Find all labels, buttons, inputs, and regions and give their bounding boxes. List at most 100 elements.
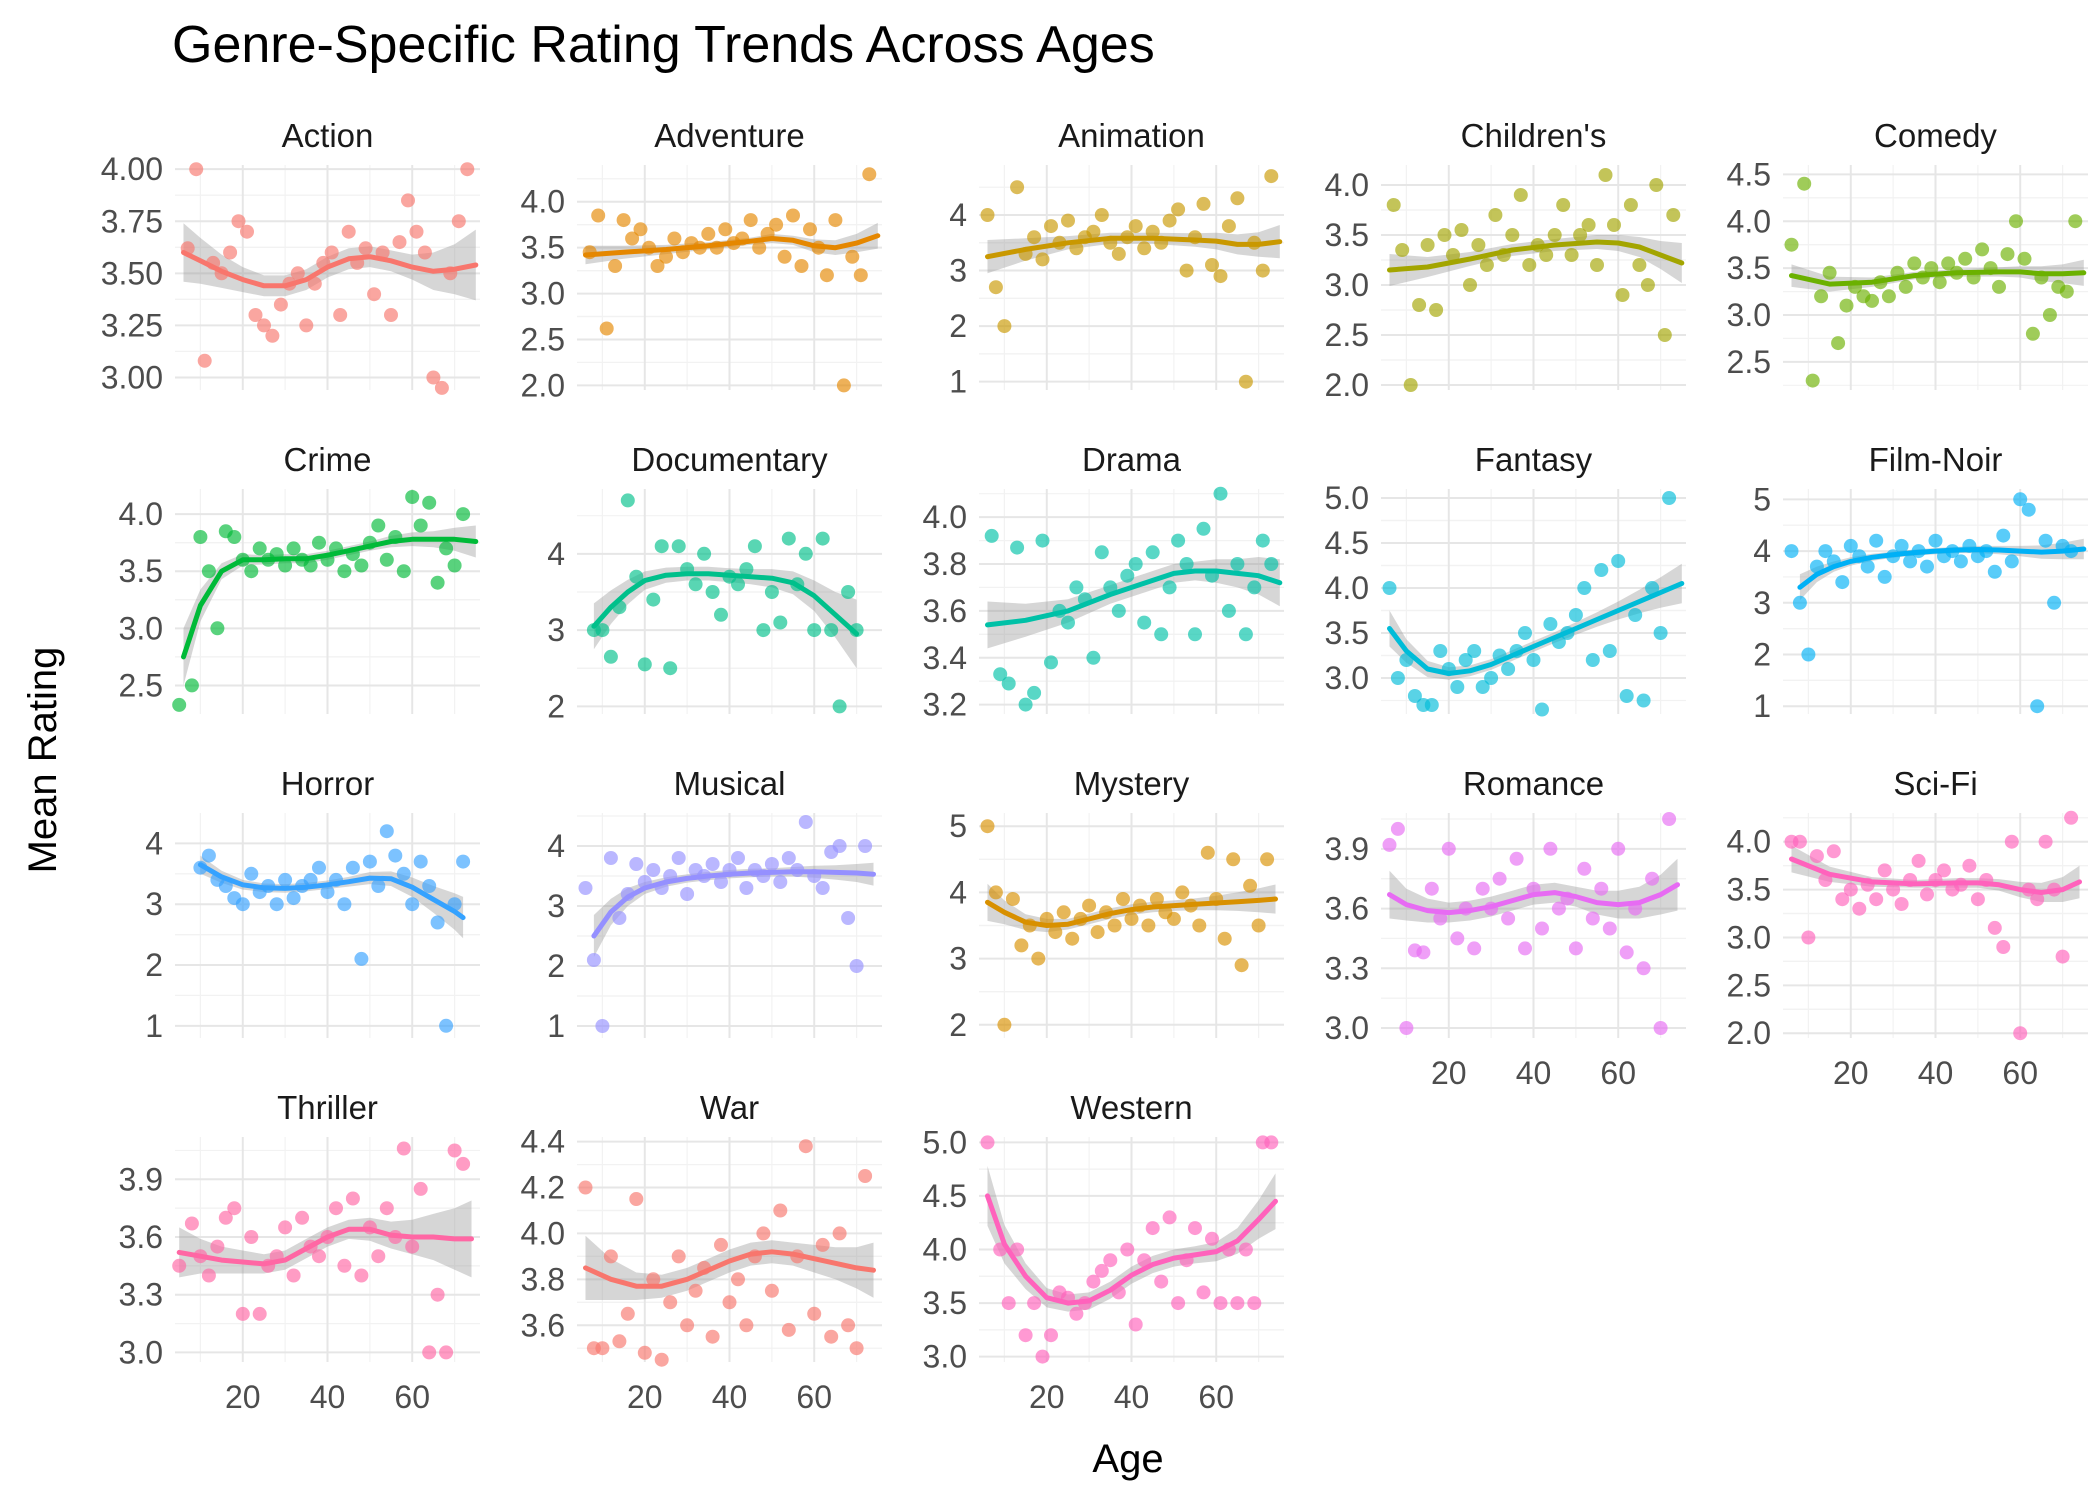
data-point: [629, 857, 644, 871]
y-tick-label: 3.0: [119, 1334, 163, 1370]
data-point: [1801, 647, 1816, 662]
data-point: [1996, 528, 2011, 543]
strip-label: Children's: [1461, 117, 1607, 154]
data-point: [1632, 258, 1647, 272]
data-point: [1653, 626, 1668, 640]
confidence-band: [1389, 563, 1682, 680]
data-point: [1437, 228, 1452, 242]
data-point: [980, 1135, 995, 1150]
trend-line: [583, 233, 881, 258]
data-point: [1111, 246, 1126, 261]
data-point: [312, 535, 326, 550]
data-point: [1120, 568, 1135, 583]
data-point: [1188, 1221, 1202, 1236]
data-point: [705, 585, 720, 599]
data-point: [201, 564, 216, 579]
data-point: [993, 667, 1008, 682]
data-point: [1264, 169, 1279, 184]
data-point: [747, 539, 762, 554]
data-point: [184, 678, 199, 693]
data-point: [667, 231, 682, 246]
data-point: [1814, 289, 1829, 304]
data-point: [646, 1272, 661, 1287]
y-tick-label: 3.6: [521, 1307, 565, 1343]
data-point: [193, 530, 208, 544]
data-point: [1894, 897, 1909, 911]
data-point: [1221, 603, 1236, 618]
data-point: [426, 370, 441, 385]
data-point: [845, 249, 860, 264]
y-tick-label: 3: [949, 941, 967, 977]
panel-animation: Animation 1 2 3 4: [949, 117, 1284, 400]
data-point: [1556, 198, 1571, 212]
data-point: [362, 854, 377, 869]
data-point: [460, 162, 475, 177]
data-point: [1581, 218, 1596, 232]
data-point: [798, 1139, 813, 1154]
data-point: [1382, 837, 1397, 852]
data-point: [1128, 219, 1143, 234]
data-point: [1061, 615, 1075, 630]
y-tick-label: 4.5: [1325, 525, 1369, 561]
strip-label: Western: [1070, 1089, 1192, 1126]
data-point: [612, 911, 627, 925]
data-point: [379, 1201, 394, 1216]
trend-line: [197, 862, 466, 921]
x-axis-title: Age: [1092, 1437, 1163, 1481]
data-point: [1551, 901, 1566, 916]
data-point: [1920, 559, 1934, 574]
data-point: [705, 857, 720, 871]
data-point: [731, 851, 745, 865]
data-point: [781, 531, 796, 546]
data-point: [731, 577, 745, 592]
data-point: [1539, 248, 1554, 262]
data-point: [273, 297, 288, 312]
data-point: [1611, 554, 1626, 568]
data-point: [1894, 538, 1909, 553]
data-point: [1056, 905, 1071, 920]
x-tick-label: 20: [1029, 1379, 1065, 1415]
data-point: [1039, 911, 1054, 926]
data-point: [1822, 265, 1837, 280]
data-point: [1467, 941, 1482, 956]
y-tick-label: 3.5: [1727, 872, 1771, 908]
data-point: [329, 1201, 343, 1216]
data-point: [1577, 581, 1592, 595]
data-point: [633, 222, 648, 237]
y-tick-label: 3: [145, 886, 163, 922]
y-tick-label: 5.0: [923, 1124, 967, 1160]
panel-action: Action 3.00 3.25 3.50 3.75 4.00: [101, 117, 480, 396]
y-tick-label: 1: [949, 364, 967, 400]
y-tick-label: 4.5: [923, 1178, 967, 1214]
panel-comedy: Comedy 2.5 3.0 3.5 4.0 4.5: [1727, 117, 2088, 390]
data-point: [1264, 1135, 1279, 1150]
y-tick-label: 3.75: [101, 203, 163, 239]
data-point: [1027, 230, 1042, 245]
data-point: [1137, 241, 1152, 256]
data-point: [269, 897, 284, 912]
data-point: [1522, 258, 1537, 272]
data-point: [1149, 892, 1164, 906]
data-point: [341, 224, 356, 239]
data-point: [1911, 853, 1926, 868]
data-point: [434, 380, 449, 395]
data-point: [1484, 671, 1499, 685]
data-point: [1577, 861, 1592, 876]
data-point: [1010, 540, 1025, 555]
data-point: [1852, 901, 1867, 916]
y-tick-label: 3: [1753, 585, 1771, 621]
data-point: [1260, 852, 1275, 867]
data-point: [1835, 892, 1850, 907]
data-point: [2059, 284, 2074, 299]
y-tick-label: 4: [949, 874, 967, 910]
data-point: [803, 222, 817, 237]
data-point: [853, 268, 868, 283]
data-point: [1932, 275, 1947, 290]
data-point: [697, 546, 712, 561]
data-point: [828, 213, 843, 228]
data-point: [312, 1249, 326, 1264]
data-point: [815, 531, 830, 546]
data-point: [718, 222, 733, 237]
data-point: [671, 851, 686, 865]
data-point: [1928, 533, 1943, 548]
